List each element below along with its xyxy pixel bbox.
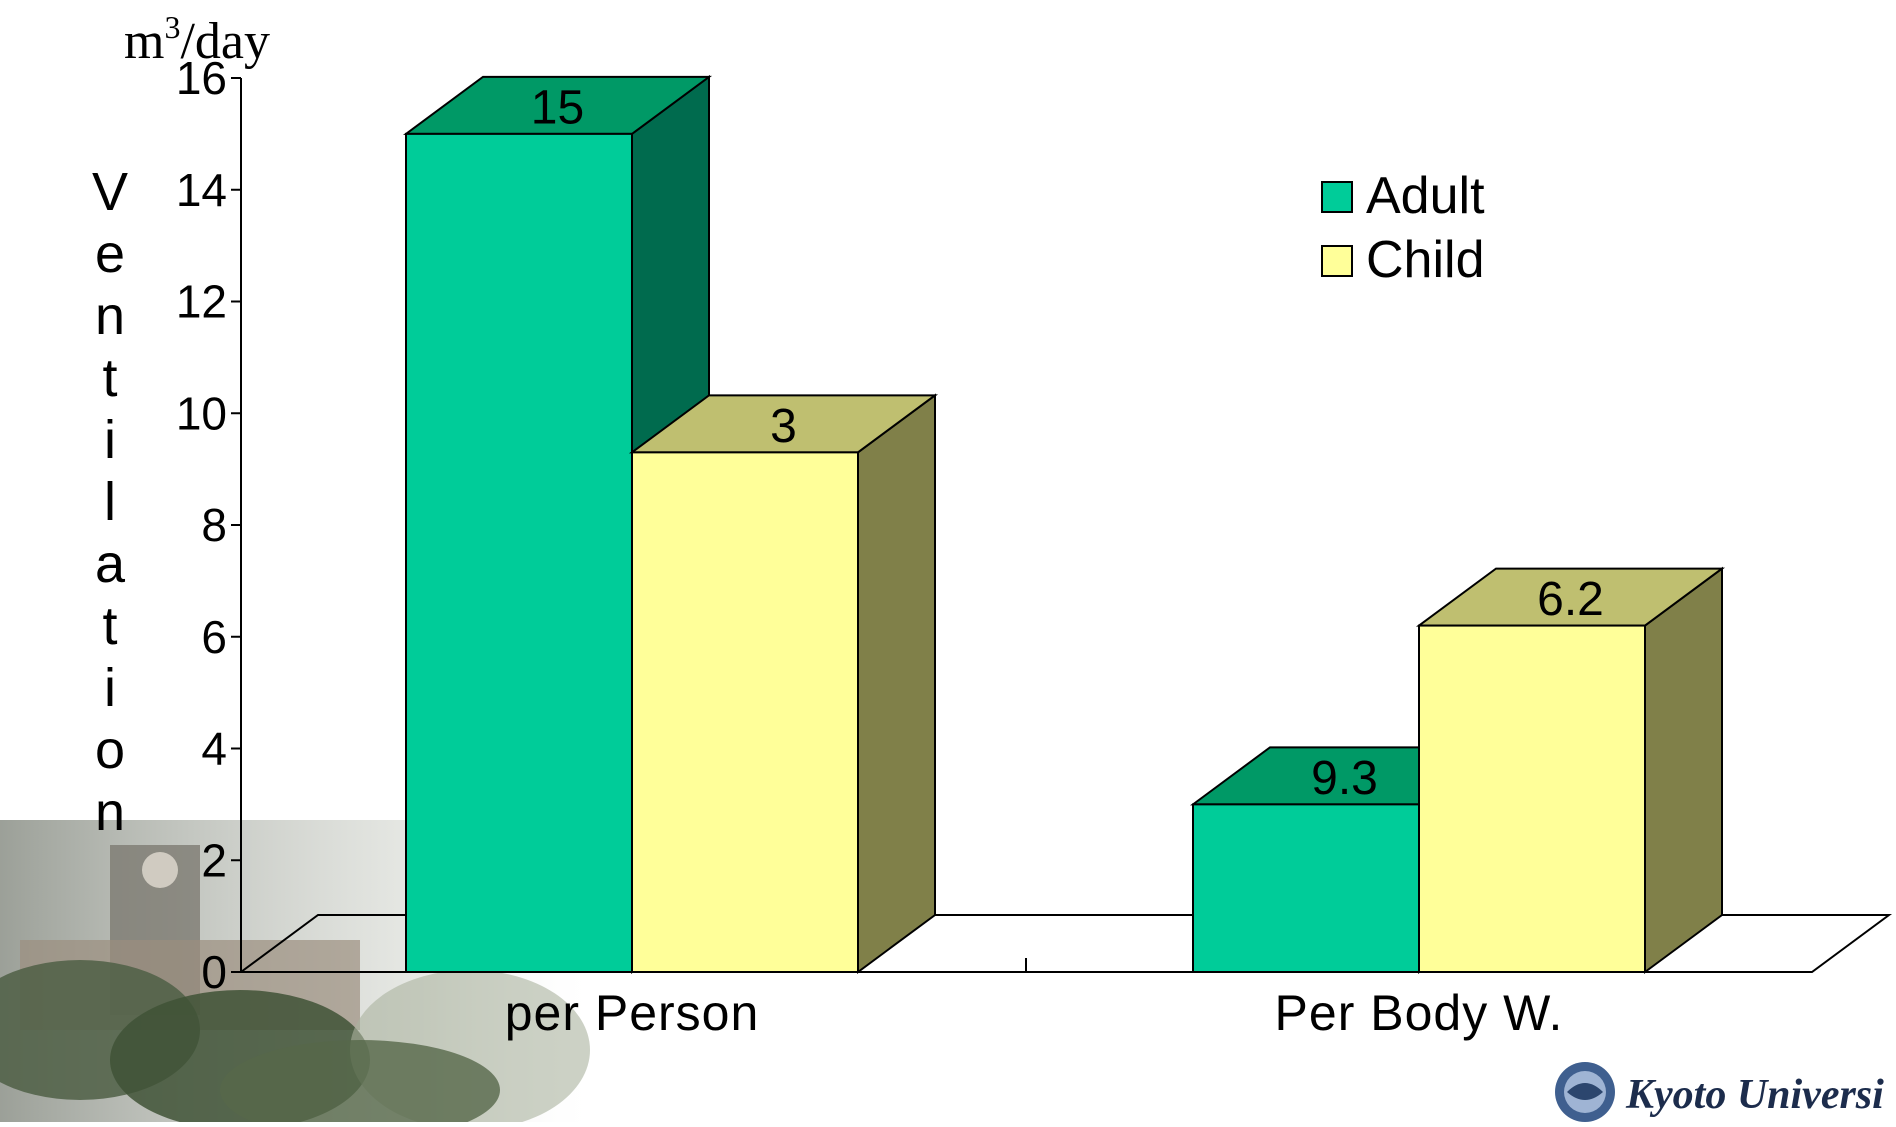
y-axis-label-char: i <box>104 410 116 470</box>
bar-side-child <box>857 393 936 974</box>
y-tick-label: 8 <box>201 499 227 551</box>
legend-swatch-adult <box>1321 181 1353 213</box>
plot-area: 0 2 4 6 8 10 12 14 16 15 3 per Person 9.3 6.2 Per Body… <box>92 9 1893 1041</box>
y-axis-label-char: i <box>104 658 116 718</box>
data-label: 6.2 <box>1537 573 1604 626</box>
y-tick-label: 0 <box>201 946 227 998</box>
bar-child <box>631 451 859 973</box>
y-axis-label-char: V <box>92 162 128 222</box>
y-tick-label: 2 <box>201 834 227 886</box>
kyoto-university-logo: Kyoto Universi <box>1555 1062 1884 1122</box>
y-tick-label: 14 <box>176 164 227 216</box>
bar-side-child <box>1644 566 1723 974</box>
y-axis-unit-label: m3/day <box>124 9 270 70</box>
y-tick-label: 4 <box>201 723 227 775</box>
category-label: per Person <box>505 985 760 1041</box>
y-tick-label: 12 <box>176 276 227 328</box>
legend-swatch-child <box>1321 245 1353 277</box>
data-label: 15 <box>531 81 584 134</box>
bar-adult <box>405 132 633 973</box>
y-axis-label-char: a <box>95 534 126 594</box>
bar-child <box>1418 624 1646 973</box>
bar-adult <box>1192 803 1420 973</box>
legend-label-child: Child <box>1366 231 1485 289</box>
category-label: Per Body W. <box>1275 985 1564 1041</box>
legend-label-adult: Adult <box>1366 167 1485 225</box>
y-axis-label-char: n <box>95 286 125 346</box>
y-axis-label-char: t <box>102 348 117 408</box>
logo-text: Kyoto Universi <box>1625 1072 1884 1118</box>
y-axis-label-char: o <box>95 720 125 780</box>
y-tick-label: 6 <box>201 611 227 663</box>
y-axis-label-char: n <box>95 782 125 842</box>
y-tick-label: 10 <box>176 387 227 439</box>
data-label: 9.3 <box>1311 752 1378 805</box>
y-axis-label-char: t <box>102 596 117 656</box>
data-label: 3 <box>770 400 797 453</box>
y-axis-label-char: l <box>104 472 116 532</box>
y-axis-label-char: e <box>95 224 125 284</box>
y-tick-label: 16 <box>176 52 227 104</box>
